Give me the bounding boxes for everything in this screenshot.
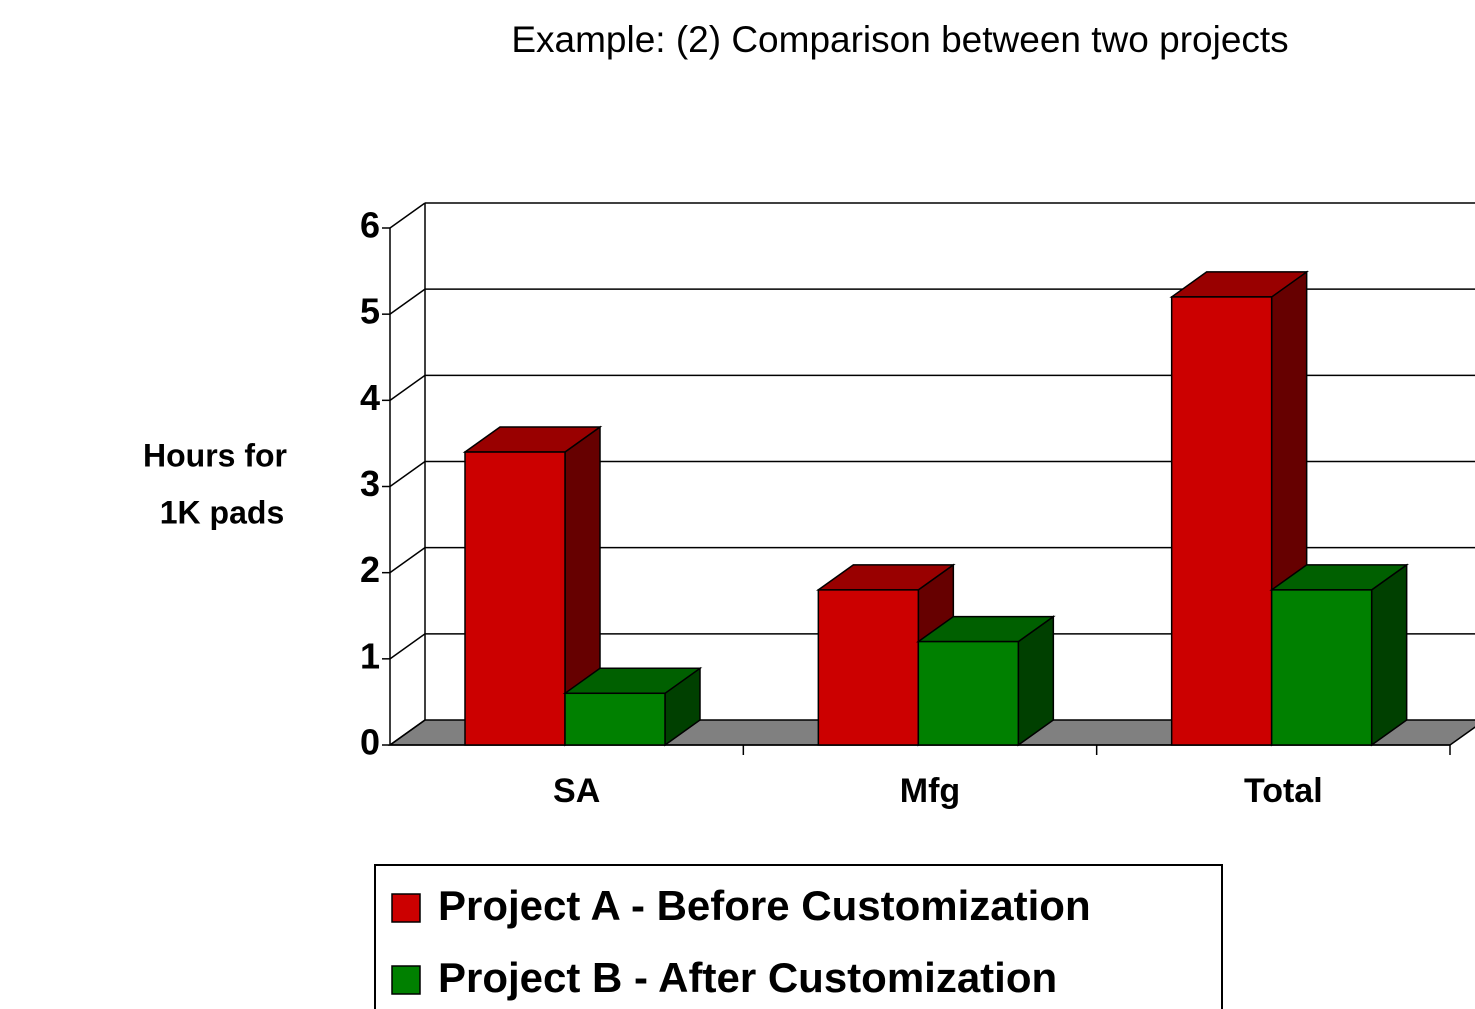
chart-title: Example: (2) Comparison between two proj… — [511, 19, 1288, 60]
y-tick-label: 2 — [360, 549, 380, 590]
bar-side — [1372, 565, 1407, 745]
legend-swatch — [392, 894, 420, 922]
y-tick-label: 6 — [360, 205, 380, 246]
chart: Example: (2) Comparison between two proj… — [0, 0, 1475, 1009]
grid-line — [390, 289, 425, 314]
grid-line — [390, 548, 425, 573]
y-tick-label: 1 — [360, 635, 380, 676]
legend-label: Project A - Before Customization — [438, 882, 1091, 929]
x-tick-label: Mfg — [900, 772, 960, 810]
y-tick-label: 3 — [360, 463, 380, 504]
legend-label: Project B - After Customization — [438, 954, 1057, 1001]
y-tick-label: 4 — [360, 377, 380, 418]
grid-line — [390, 375, 425, 400]
bar — [1172, 297, 1272, 745]
y-axis-label: 1K pads — [160, 494, 284, 530]
bar — [565, 693, 665, 745]
grid-line — [390, 462, 425, 487]
grid-line — [390, 634, 425, 659]
bar — [918, 642, 1018, 745]
bar — [818, 590, 918, 745]
grid-line — [390, 203, 425, 228]
x-tick-label: SA — [553, 772, 600, 810]
x-tick-label: Total — [1244, 772, 1323, 810]
y-axis-label: Hours for — [143, 437, 287, 473]
y-tick-label: 5 — [360, 291, 380, 332]
y-tick-label: 0 — [360, 722, 380, 763]
legend-swatch — [392, 966, 420, 994]
bar — [465, 452, 565, 745]
bar — [1272, 590, 1372, 745]
